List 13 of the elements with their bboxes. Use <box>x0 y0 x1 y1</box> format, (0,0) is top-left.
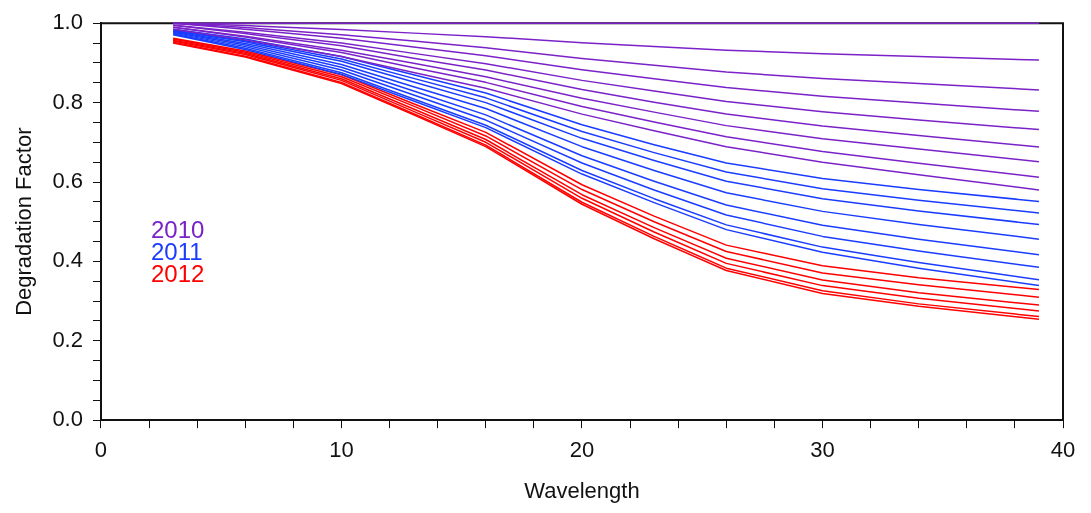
x-tick-label: 0 <box>94 437 108 463</box>
y-tick-label: 0.6 <box>52 168 83 194</box>
y-tick-label: 1.0 <box>52 9 83 35</box>
y-tick-label: 0.2 <box>52 326 83 352</box>
y-tick-label: 0.4 <box>52 247 83 273</box>
x-axis-title: Wavelength <box>524 477 640 503</box>
x-tick-label: 30 <box>810 437 835 463</box>
x-tick-label: 10 <box>329 437 354 463</box>
y-tick-label: 0.8 <box>52 88 83 114</box>
y-tick-label: 0.0 <box>52 406 83 432</box>
x-tick-label: 40 <box>1050 437 1076 463</box>
y-axis-title: Degradation Factor <box>11 127 37 316</box>
x-tick-label: 20 <box>569 437 595 463</box>
